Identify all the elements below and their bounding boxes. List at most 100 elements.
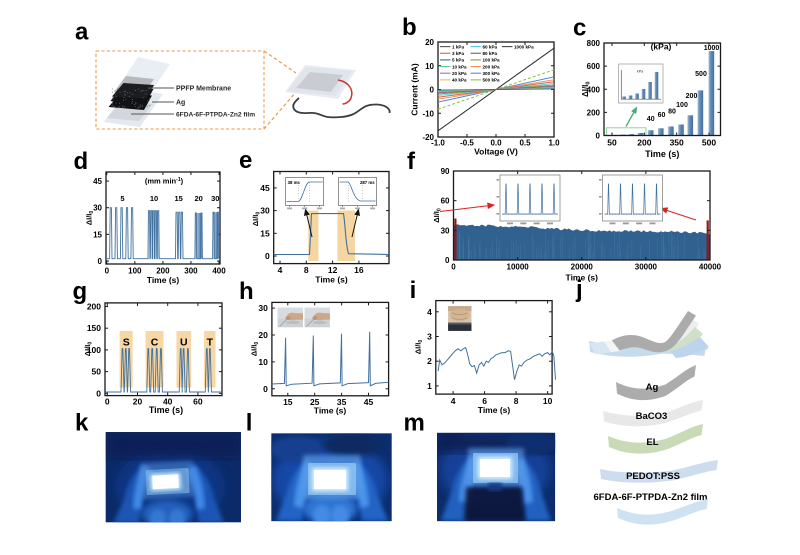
svg-text:80 kPa: 80 kPa [483, 51, 498, 56]
svg-text:U: U [180, 337, 188, 349]
svg-text:40: 40 [163, 397, 173, 407]
svg-text:35: 35 [337, 397, 347, 407]
svg-text:-20: -20 [422, 133, 434, 142]
svg-text:6: 6 [482, 396, 487, 406]
svg-text:-10: -10 [422, 109, 434, 118]
svg-text:4: 4 [451, 396, 456, 406]
svg-text:50: 50 [92, 367, 102, 377]
svg-text:ΔI/I0: ΔI/I0 [413, 340, 424, 355]
svg-text:30000: 30000 [635, 263, 658, 272]
svg-text:800: 800 [587, 39, 601, 48]
svg-text:500 kPa: 500 kPa [483, 78, 501, 83]
svg-text:100 kPa: 100 kPa [483, 58, 501, 63]
svg-text:60 kPa: 60 kPa [483, 44, 498, 49]
svg-text:30: 30 [441, 226, 450, 235]
svg-text:300 kPa: 300 kPa [483, 71, 501, 76]
svg-text:e: e [239, 147, 252, 174]
svg-text:0: 0 [430, 86, 435, 95]
svg-text:20: 20 [133, 397, 143, 407]
svg-text:60: 60 [193, 397, 203, 407]
svg-text:100: 100 [128, 267, 142, 276]
svg-text:T: T [207, 337, 214, 349]
svg-text:BaCO3: BaCO3 [636, 411, 668, 422]
svg-text:20: 20 [195, 194, 203, 203]
svg-text:kPa: kPa [637, 70, 643, 74]
svg-text:25: 25 [310, 397, 320, 407]
svg-text:EL: EL [646, 437, 658, 448]
svg-text:8: 8 [514, 396, 519, 406]
svg-text:-0.5: -0.5 [460, 139, 474, 148]
svg-text:10000: 10000 [507, 263, 530, 272]
svg-text:150: 150 [87, 323, 101, 333]
svg-text:0: 0 [105, 267, 110, 276]
svg-text:20000: 20000 [571, 263, 594, 272]
svg-text:500: 500 [695, 71, 707, 78]
svg-text:d: d [74, 148, 89, 175]
svg-text:S: S [123, 337, 130, 349]
svg-text:45: 45 [260, 183, 270, 193]
svg-text:Time (s): Time (s) [315, 275, 348, 285]
svg-text:200: 200 [87, 302, 101, 312]
svg-text:0: 0 [451, 263, 456, 272]
svg-text:C: C [151, 337, 159, 349]
svg-text:2: 2 [427, 356, 432, 366]
svg-text:Time (s): Time (s) [645, 149, 679, 159]
svg-text:0: 0 [96, 388, 101, 398]
svg-text:500: 500 [702, 138, 716, 148]
svg-text:20: 20 [425, 38, 434, 47]
svg-text:Voltage (V): Voltage (V) [474, 147, 518, 157]
svg-text:f: f [407, 148, 416, 175]
svg-text:i: i [410, 277, 417, 304]
svg-text:k: k [75, 410, 89, 437]
svg-text:15: 15 [93, 230, 102, 239]
svg-text:Time (s): Time (s) [149, 405, 183, 415]
svg-text:90: 90 [441, 167, 450, 176]
svg-text:45: 45 [364, 397, 374, 407]
svg-text:10: 10 [543, 396, 553, 406]
svg-text:30: 30 [211, 194, 219, 203]
svg-text:1 kPa: 1 kPa [452, 44, 464, 49]
svg-text:45: 45 [93, 177, 102, 186]
svg-text:1: 1 [427, 381, 432, 391]
svg-text:Ag: Ag [646, 382, 659, 393]
svg-text:600: 600 [587, 62, 601, 71]
svg-text:400: 400 [587, 85, 601, 94]
svg-text:10 kPa: 10 kPa [452, 64, 467, 69]
svg-text:15: 15 [260, 228, 270, 238]
svg-text:20 kPa: 20 kPa [452, 71, 467, 76]
svg-text:80: 80 [668, 109, 676, 116]
svg-text:50: 50 [607, 138, 617, 148]
svg-text:30: 30 [260, 206, 270, 216]
svg-text:400: 400 [212, 267, 226, 276]
svg-text:b: b [402, 14, 417, 41]
svg-text:30: 30 [93, 204, 102, 213]
svg-text:16: 16 [354, 265, 364, 275]
svg-text:100: 100 [676, 102, 688, 109]
svg-text:20: 20 [258, 330, 268, 340]
svg-text:8: 8 [304, 265, 309, 275]
svg-text:3: 3 [427, 332, 432, 342]
svg-text:Current (mA): Current (mA) [410, 63, 420, 116]
svg-text:10: 10 [425, 62, 434, 71]
svg-text:Time (s): Time (s) [566, 273, 599, 283]
svg-text:0: 0 [263, 384, 268, 394]
svg-text:0.5: 0.5 [519, 139, 531, 148]
svg-text:1000: 1000 [704, 45, 720, 52]
svg-text:0: 0 [265, 251, 270, 261]
svg-text:100: 100 [87, 345, 101, 355]
svg-text:287 ms: 287 ms [360, 180, 375, 185]
svg-text:(mm min-1): (mm min-1) [145, 177, 184, 186]
svg-text:PPFP Membrane: PPFP Membrane [176, 86, 231, 93]
svg-text:Time (s): Time (s) [478, 405, 511, 415]
svg-text:(kPa): (kPa) [651, 42, 672, 52]
svg-text:10: 10 [258, 357, 268, 367]
svg-text:40: 40 [647, 116, 655, 123]
svg-text:10: 10 [150, 194, 158, 203]
svg-text:g: g [73, 278, 88, 305]
svg-text:ΔI/I0: ΔI/I0 [432, 208, 443, 223]
svg-text:0: 0 [596, 132, 601, 141]
svg-text:j: j [575, 276, 583, 303]
svg-text:300: 300 [184, 267, 198, 276]
svg-text:a: a [75, 19, 89, 46]
svg-text:h: h [239, 278, 254, 305]
